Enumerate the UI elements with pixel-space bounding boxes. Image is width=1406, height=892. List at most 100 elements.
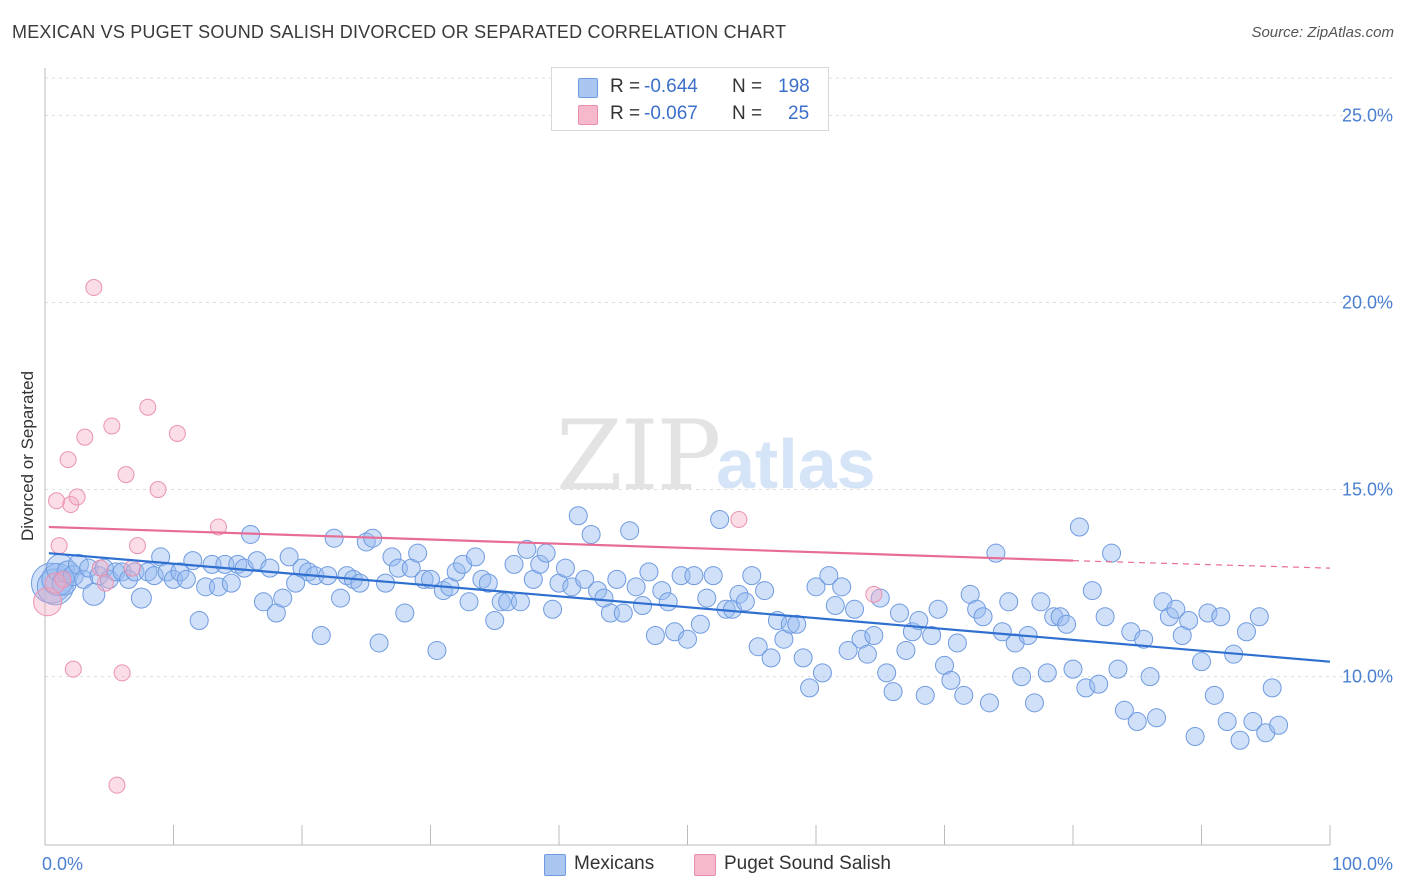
data-point-mexicans	[819, 566, 839, 586]
gridlines	[45, 77, 1392, 678]
legend-r-label: R =	[610, 103, 641, 124]
data-point-mexicans	[1127, 712, 1147, 732]
data-point-mexicans	[1140, 667, 1160, 687]
data-point-mexicans	[382, 547, 402, 567]
data-point-mexicans	[928, 599, 948, 619]
data-point-mexicans	[510, 592, 530, 612]
legend-swatch-puget-sound-salish	[578, 105, 598, 125]
data-point-mexicans	[883, 682, 903, 702]
data-point-mexicans	[408, 543, 428, 563]
legend-n-value: 25	[788, 103, 810, 124]
data-point-mexicans	[652, 581, 672, 601]
data-point-mexicans	[877, 663, 897, 683]
data-point-mexicans	[806, 577, 826, 597]
data-point-mexicans	[1024, 693, 1044, 713]
data-point-mexicans	[1147, 708, 1167, 728]
data-point-mexicans	[421, 569, 440, 589]
data-point-puget-sound-salish	[168, 424, 186, 442]
data-point-mexicans	[697, 588, 717, 608]
data-point-puget-sound-salish	[68, 488, 86, 506]
data-point-mexicans	[176, 569, 196, 589]
data-point-mexicans	[947, 633, 967, 653]
data-point-mexicans	[459, 592, 479, 612]
y-tick-label: 10.0%	[1342, 667, 1393, 687]
data-point-puget-sound-salish	[50, 537, 68, 555]
data-point-puget-sound-salish	[48, 492, 66, 510]
data-point-puget-sound-salish	[123, 559, 141, 577]
data-point-mexicans	[30, 562, 72, 604]
legend-row-mexicans: R = -0.644 N = 198	[552, 74, 810, 100]
data-point-mexicans	[94, 558, 114, 578]
data-point-mexicans	[620, 521, 640, 541]
data-point-mexicans	[1134, 629, 1154, 649]
data-point-mexicans	[1192, 652, 1211, 672]
data-point-mexicans	[350, 573, 370, 593]
data-point-mexicans	[1031, 592, 1051, 612]
y-axis-label: Divorced or Separated	[18, 371, 37, 541]
legend-n-value: 198	[778, 76, 810, 97]
data-point-mexicans	[253, 592, 273, 612]
data-point-puget-sound-salish	[85, 279, 103, 297]
legend-label-mexicans: Mexicans	[574, 853, 655, 874]
data-point-mexicans	[1230, 730, 1250, 750]
data-point-puget-sound-salish	[730, 510, 748, 528]
data-point-mexicans	[74, 569, 94, 589]
data-point-mexicans	[645, 625, 665, 645]
data-point-mexicans	[260, 558, 280, 578]
data-point-mexicans	[221, 573, 241, 593]
data-point-puget-sound-salish	[33, 587, 63, 617]
data-point-mexicans	[1095, 607, 1115, 627]
data-point-mexicans	[1211, 607, 1231, 627]
data-point-puget-sound-salish	[865, 585, 883, 603]
y-tick-label: 25.0%	[1342, 105, 1393, 125]
series-mexicans-points	[30, 506, 1289, 750]
data-point-puget-sound-salish	[44, 572, 66, 594]
legend-swatch-puget-sound-salish	[694, 854, 716, 876]
data-point-mexicans	[678, 629, 697, 649]
x-tick-label: 100.0%	[1332, 854, 1393, 874]
data-point-mexicans	[626, 577, 646, 597]
legend-r-value: -0.644	[644, 76, 698, 97]
x-tick-label: 0.0%	[42, 854, 83, 874]
data-point-mexicans	[703, 566, 723, 586]
data-point-mexicans	[1012, 667, 1032, 687]
y-tick-label: 20.0%	[1342, 292, 1393, 312]
data-point-mexicans	[1243, 712, 1263, 732]
data-point-mexicans	[1057, 614, 1077, 634]
data-point-mexicans	[575, 569, 595, 589]
data-point-puget-sound-salish	[54, 570, 72, 588]
data-point-mexicans	[465, 547, 485, 567]
data-point-mexicans	[1249, 607, 1269, 627]
data-point-mexicans	[67, 553, 89, 575]
data-point-mexicans	[793, 648, 813, 668]
legend-r-value: -0.067	[644, 103, 698, 124]
data-point-mexicans	[954, 685, 974, 705]
data-point-mexicans	[896, 640, 916, 660]
data-point-mexicans	[446, 562, 466, 582]
data-point-mexicans	[800, 678, 820, 698]
data-point-mexicans	[279, 547, 299, 567]
legend-n-label: N =	[732, 103, 763, 124]
data-point-mexicans	[986, 543, 1006, 563]
data-point-mexicans	[1082, 581, 1102, 601]
data-point-mexicans	[973, 607, 993, 627]
data-point-mexicans	[491, 592, 511, 612]
data-point-mexicans	[1108, 659, 1128, 679]
data-point-mexicans	[138, 562, 158, 582]
data-point-mexicans	[607, 569, 627, 589]
data-point-puget-sound-salish	[64, 660, 82, 678]
data-point-mexicans	[658, 592, 678, 612]
data-point-puget-sound-salish	[113, 664, 131, 682]
data-point-mexicans	[1179, 611, 1199, 631]
data-point-mexicans	[838, 640, 858, 660]
data-point-mexicans	[922, 625, 942, 645]
legend-label-puget-sound-salish: Puget Sound Salish	[724, 853, 891, 874]
data-point-mexicans	[369, 633, 389, 653]
data-point-puget-sound-salish	[96, 574, 114, 592]
data-point-mexicans	[915, 685, 935, 705]
data-point-mexicans	[485, 611, 505, 631]
data-point-mexicans	[690, 614, 710, 634]
data-point-mexicans	[478, 573, 498, 593]
data-point-mexicans	[1159, 607, 1179, 627]
data-point-mexicans	[787, 614, 807, 634]
